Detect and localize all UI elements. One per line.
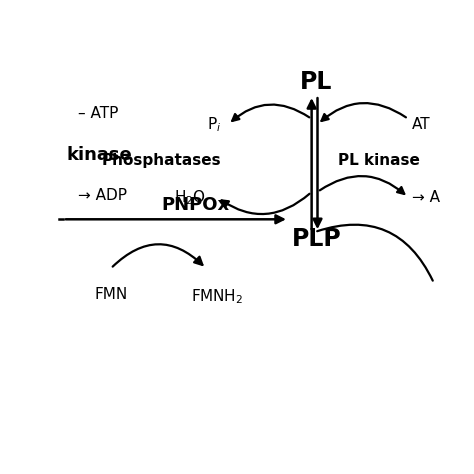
Text: P$_i$: P$_i$: [207, 115, 221, 134]
Text: AT: AT: [412, 117, 430, 132]
Text: FMN: FMN: [94, 287, 128, 302]
Text: Phosphatases: Phosphatases: [101, 154, 221, 168]
Text: kinase: kinase: [66, 146, 132, 164]
Text: – ATP: – ATP: [78, 106, 118, 121]
Text: PL kinase: PL kinase: [338, 154, 420, 168]
Text: PLP: PLP: [292, 228, 341, 251]
Text: PNPOx: PNPOx: [161, 196, 229, 214]
Text: FMNH$_2$: FMNH$_2$: [191, 287, 243, 306]
Text: → A: → A: [412, 190, 440, 205]
Text: → ADP: → ADP: [78, 188, 127, 203]
Text: H$_2$O: H$_2$O: [174, 188, 206, 207]
Text: PL: PL: [300, 71, 333, 94]
